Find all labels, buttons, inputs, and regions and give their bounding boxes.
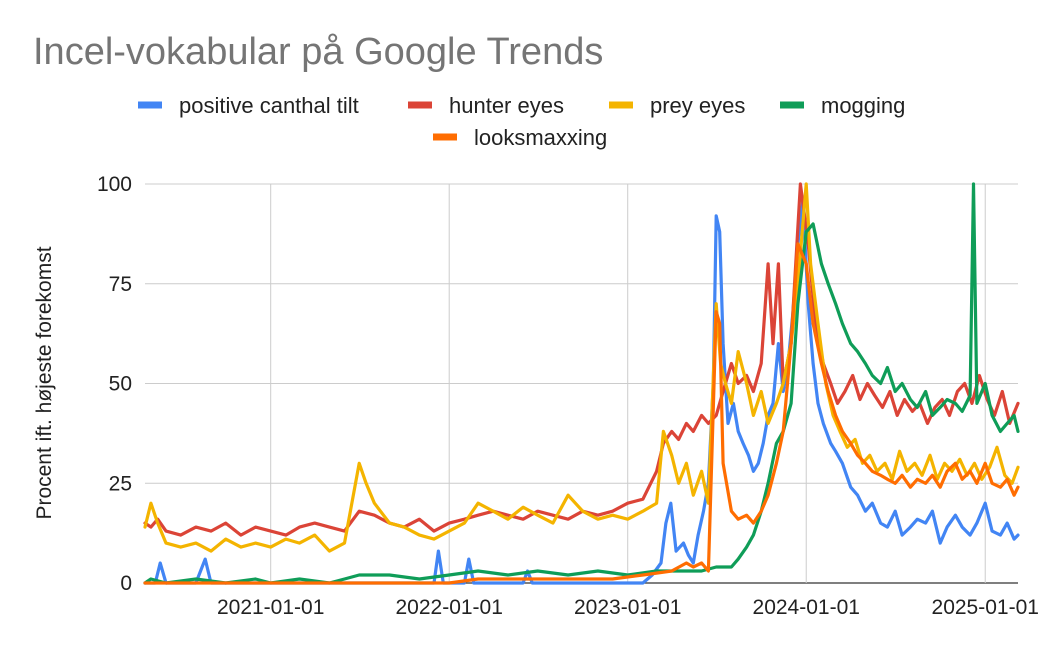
x-tick-label: 2023-01-01 xyxy=(574,596,681,619)
y-axis-label: Procent ift. højeste forekomst xyxy=(33,246,56,519)
legend-item: hunter eyes xyxy=(408,93,564,118)
x-axis-ticks: 2021-01-01 2022-01-01 2023-01-01 2024-01-01… xyxy=(217,596,1039,619)
legend-label: positive canthal tilt xyxy=(179,93,359,118)
x-tick-label: 2021-01-01 xyxy=(217,596,324,619)
y-tick-label: 100 xyxy=(97,173,132,196)
legend-label: prey eyes xyxy=(650,93,745,118)
legend-item: prey eyes xyxy=(609,93,745,118)
series-line-prey-eyes xyxy=(143,182,1020,553)
y-tick-label: 0 xyxy=(120,572,132,595)
legend-item: looksmaxxing xyxy=(433,125,607,150)
y-axis-ticks: 0 25 50 75 100 xyxy=(97,173,132,595)
legend-label: mogging xyxy=(821,93,905,118)
y-tick-label: 50 xyxy=(109,373,132,396)
gridlines xyxy=(145,183,1018,584)
x-tick-label: 2024-01-01 xyxy=(753,596,860,619)
legend-item: positive canthal tilt xyxy=(138,93,359,118)
x-tick-label: 2025-01-01 xyxy=(932,596,1039,619)
legend-label: looksmaxxing xyxy=(474,125,607,150)
series-line-hunter-eyes xyxy=(143,182,1020,537)
legend-label: hunter eyes xyxy=(449,93,564,118)
series-line-looksmaxxing xyxy=(143,242,1020,585)
series-line-mogging xyxy=(143,182,1020,585)
chart-title: Incel-vokabular på Google Trends xyxy=(33,31,603,73)
x-tick-label: 2022-01-01 xyxy=(395,596,502,619)
legend-item: mogging xyxy=(780,93,905,118)
legend: positive canthal tilt hunter eyes prey eye… xyxy=(138,93,905,150)
y-tick-label: 25 xyxy=(109,472,132,495)
series-line-positive-canthal-tilt xyxy=(143,198,1020,585)
series-lines xyxy=(143,182,1020,585)
y-tick-label: 75 xyxy=(109,273,132,296)
